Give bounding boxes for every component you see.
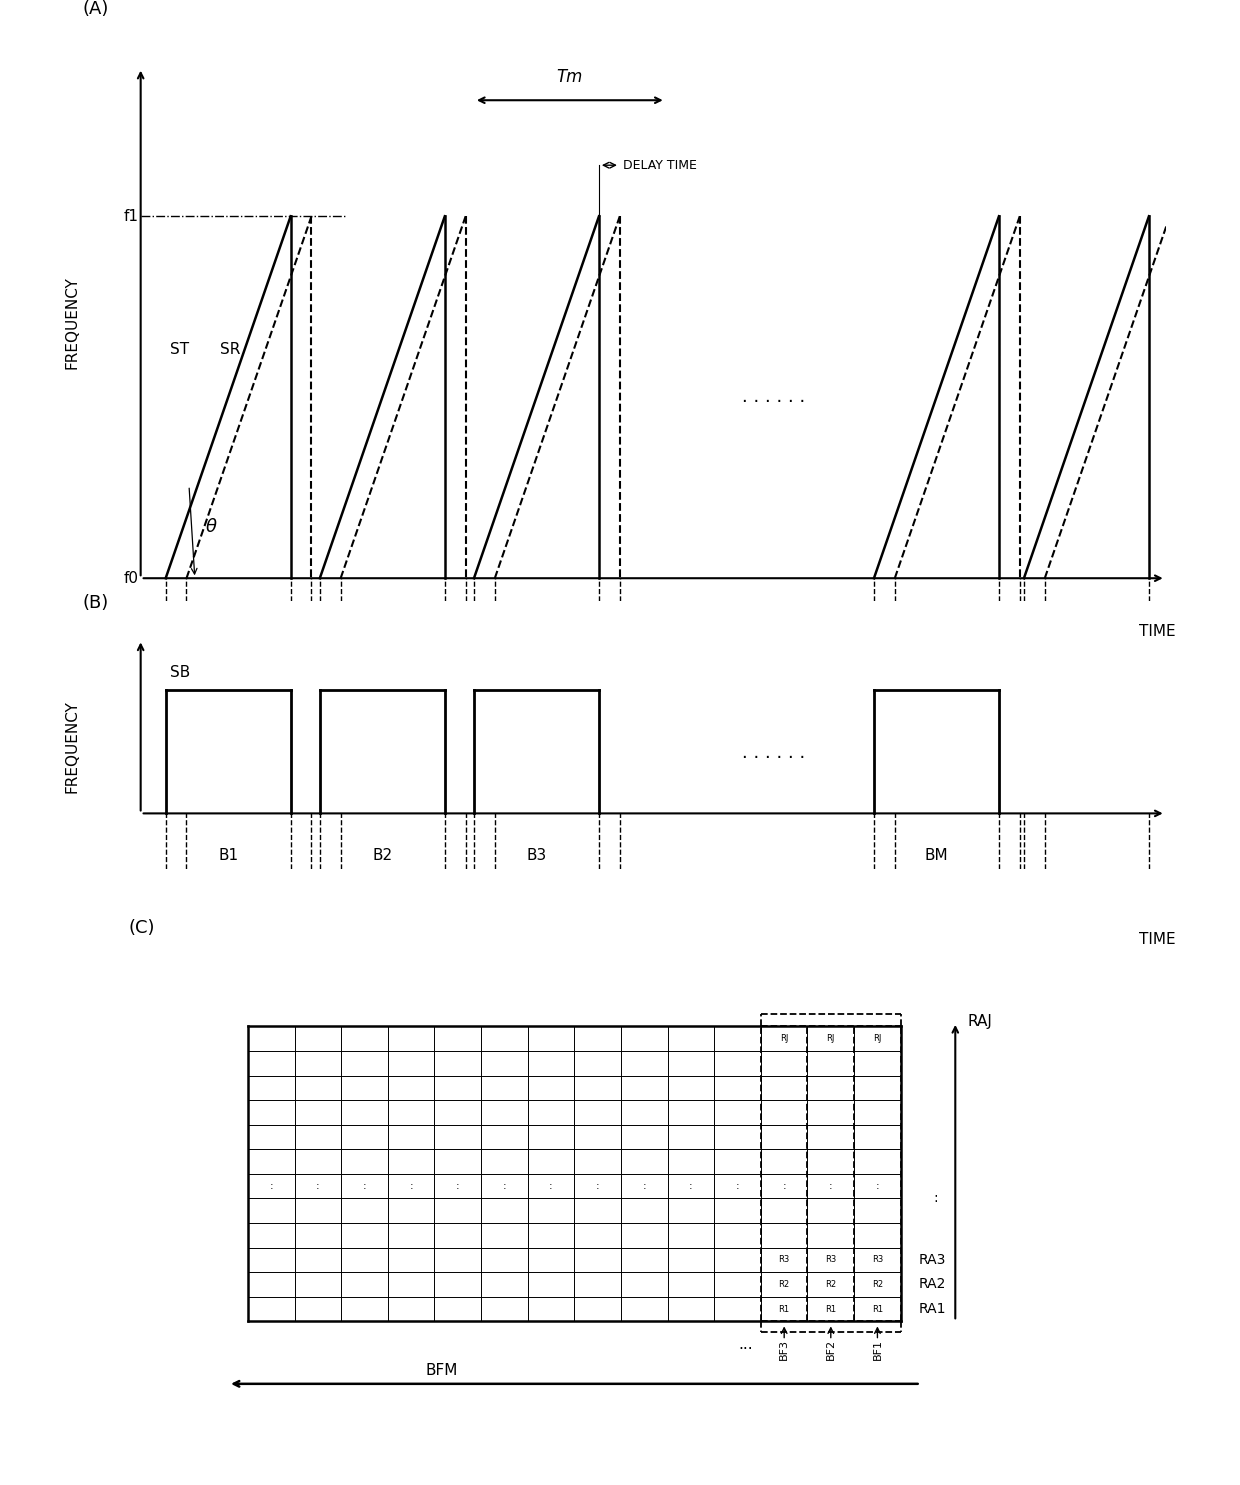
Text: R3: R3 (825, 1255, 837, 1264)
Text: BF1: BF1 (873, 1339, 883, 1360)
Text: :: : (934, 1191, 939, 1206)
Text: :: : (830, 1181, 832, 1191)
Text: RA3: RA3 (919, 1253, 946, 1267)
Text: R1: R1 (872, 1304, 883, 1314)
Text: R2: R2 (826, 1280, 836, 1289)
Text: f1: f1 (123, 209, 138, 224)
Text: (A): (A) (82, 0, 109, 18)
Text: B2: B2 (372, 848, 392, 863)
Text: B3: B3 (526, 848, 547, 863)
Text: SR: SR (219, 342, 241, 356)
Text: (C): (C) (129, 919, 155, 937)
Text: DELAY TIME: DELAY TIME (624, 159, 697, 172)
Text: TIME: TIME (1140, 933, 1176, 947)
Text: RA1: RA1 (919, 1302, 946, 1316)
Text: FREQUENCY: FREQUENCY (64, 276, 79, 370)
Text: :: : (502, 1181, 506, 1191)
Text: :: : (782, 1181, 786, 1191)
Text: R2: R2 (872, 1280, 883, 1289)
Text: . . . . . .: . . . . . . (743, 388, 806, 405)
Text: ST: ST (170, 342, 188, 356)
Text: R1: R1 (826, 1304, 836, 1314)
Text: :: : (642, 1181, 646, 1191)
Text: BFM: BFM (425, 1363, 458, 1378)
Text: RJ: RJ (827, 1034, 835, 1044)
Text: ...: ... (738, 1336, 753, 1351)
Text: RJ: RJ (873, 1034, 882, 1044)
Text: BM: BM (925, 848, 949, 863)
Text: R3: R3 (779, 1255, 790, 1264)
Text: Tm: Tm (557, 68, 583, 86)
Text: . . . . . .: . . . . . . (743, 744, 806, 762)
Text: f0: f0 (123, 570, 138, 585)
Text: :: : (735, 1181, 739, 1191)
Text: R2: R2 (779, 1280, 790, 1289)
Text: B1: B1 (218, 848, 238, 863)
Text: FREQUENCY: FREQUENCY (64, 699, 79, 793)
Text: :: : (363, 1181, 366, 1191)
Text: RAJ: RAJ (967, 1014, 992, 1029)
Text: :: : (549, 1181, 553, 1191)
Text: R3: R3 (872, 1255, 883, 1264)
Text: BF3: BF3 (779, 1339, 789, 1360)
Text: :: : (269, 1181, 273, 1191)
Text: RA2: RA2 (919, 1277, 946, 1292)
Text: :: : (456, 1181, 460, 1191)
Text: :: : (875, 1181, 879, 1191)
Text: R1: R1 (779, 1304, 790, 1314)
Text: :: : (596, 1181, 599, 1191)
Text: RJ: RJ (780, 1034, 789, 1044)
Text: BF2: BF2 (826, 1339, 836, 1360)
Text: :: : (409, 1181, 413, 1191)
Text: TIME: TIME (1140, 624, 1176, 639)
Text: SB: SB (170, 665, 190, 680)
Text: :: : (316, 1181, 320, 1191)
Text: :: : (689, 1181, 693, 1191)
Text: θ: θ (206, 518, 217, 536)
Text: (B): (B) (82, 594, 109, 612)
